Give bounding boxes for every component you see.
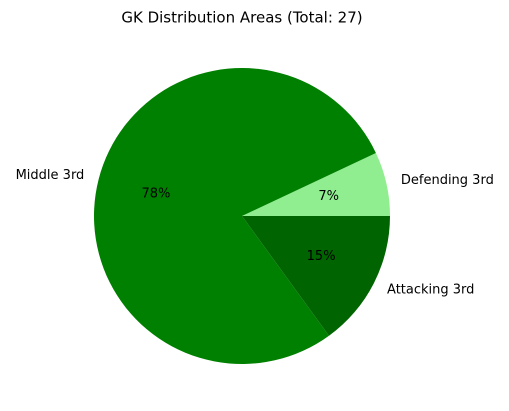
percent-label: 78%	[142, 186, 171, 201]
pie-slice	[94, 67, 376, 364]
slice-label: Middle 3rd	[16, 168, 85, 183]
pie-slice	[242, 152, 390, 216]
percent-label: 7%	[318, 189, 339, 204]
chart-title: GK Distribution Areas (Total: 27)	[121, 9, 362, 27]
percent-label: 15%	[307, 249, 336, 264]
slice-label: Defending 3rd	[401, 173, 494, 188]
slice-label: Attacking 3rd	[387, 282, 474, 297]
pie-slice	[242, 216, 390, 336]
